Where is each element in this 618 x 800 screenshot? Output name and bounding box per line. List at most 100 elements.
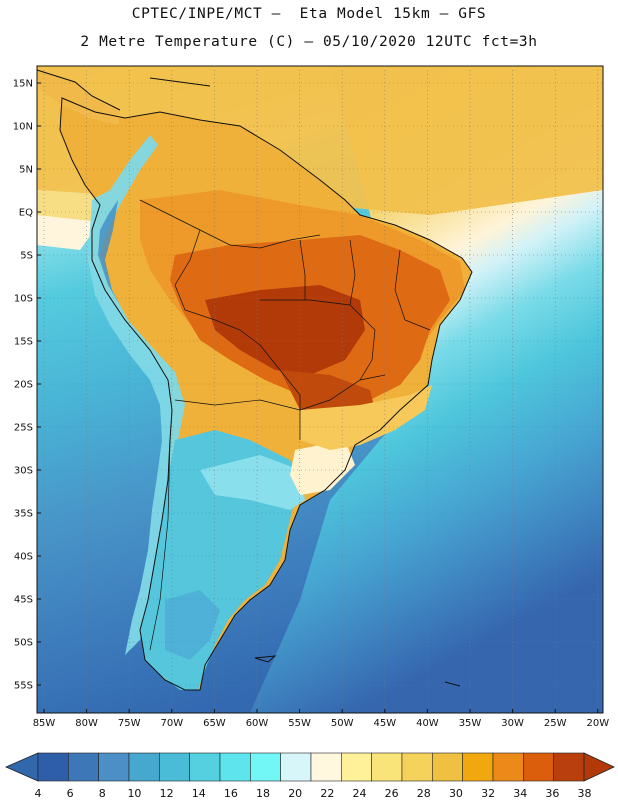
pampas-field: [200, 455, 305, 510]
lon-label: 60W: [246, 718, 269, 729]
lat-label: 35S: [14, 509, 33, 520]
falklands: [254, 655, 277, 663]
border-brazil-states-2: [299, 239, 306, 300]
lat-label: 5N: [19, 165, 33, 176]
colorbar-label: 24: [353, 787, 367, 800]
colorbar-box: [310, 752, 342, 782]
colorbar-label: 16: [224, 787, 238, 800]
colorbar-labels: 4 6 8 10 12 14 16 18 20 22 24 26 28 30 32 34 36 38: [35, 787, 592, 800]
lat-label: 45S: [14, 595, 33, 606]
colorbar-label: 8: [99, 787, 106, 800]
border-brazil-states-4: [394, 249, 431, 331]
lon-label: 85W: [33, 718, 56, 729]
colorbar-box: [128, 752, 160, 782]
hottest-core: [205, 285, 365, 375]
lat-label: 15N: [13, 79, 33, 90]
latitude-labels: 15N 10N 5N EQ 5S 10S 15S 20S 25S 30S 35S 40S 45S 50S 5…: [13, 79, 41, 692]
colorbar-label: 10: [127, 787, 141, 800]
colorbar-box: [68, 752, 99, 782]
lon-label: 50W: [331, 718, 354, 729]
caribbean-island: [150, 78, 210, 92]
chart-title-line-2: 2 Metre Temperature (C) – 05/10/2020 12U…: [80, 34, 538, 50]
lon-label: 45W: [373, 718, 396, 729]
colorbar-box: [159, 752, 190, 782]
colorbar-label: 36: [545, 787, 559, 800]
lon-label: 70W: [160, 718, 183, 729]
colorbar-label: 34: [513, 787, 527, 800]
central-america-coast: [36, 69, 121, 111]
colorbar-label: 14: [192, 787, 206, 800]
colorbar-box: [462, 752, 494, 782]
coastlines: [36, 69, 473, 691]
colorbar-label: 32: [481, 787, 495, 800]
lon-label: 65W: [203, 718, 226, 729]
lat-label: 30S: [14, 466, 33, 477]
colorbar-box: [492, 752, 524, 782]
border-north: [139, 199, 321, 249]
colorbar-label: 20: [288, 787, 302, 800]
lon-label: 30W: [501, 718, 524, 729]
south-georgia: [444, 681, 461, 687]
colorbar-label: 18: [256, 787, 270, 800]
colorbar-box: [219, 752, 251, 782]
uruguay-field: [290, 440, 355, 495]
border-brazil-paraguay: [259, 344, 301, 440]
lat-label: 20S: [14, 380, 33, 391]
colorbar-box: [189, 752, 221, 782]
colorbar-label: 6: [67, 787, 74, 800]
lat-label: 40S: [14, 552, 33, 563]
border-chile-argentina: [149, 439, 171, 651]
andes-coldest: [98, 200, 120, 305]
lat-label: 55S: [14, 681, 33, 692]
longitude-labels: 85W 80W 75W 70W 65W 60W 55W 50W 45W 40W 35W 30W 25W 2…: [33, 709, 609, 729]
lon-label: 20W: [586, 718, 609, 729]
colorbar-box: [98, 752, 130, 782]
central-america-land: [37, 70, 120, 125]
colorbar-min-arrow: [5, 752, 39, 782]
colorbar-box: [250, 752, 281, 782]
pacific-pale-band: [37, 215, 100, 250]
lat-label: 50S: [14, 638, 33, 649]
lon-label: 75W: [118, 718, 141, 729]
colorbar-max-arrow: [583, 752, 615, 782]
south-patagonia-field: [165, 590, 220, 660]
colorbar-label: 12: [160, 787, 174, 800]
colorbar-label: 30: [449, 787, 463, 800]
lat-label: 25S: [14, 423, 33, 434]
lon-label: 40W: [416, 718, 439, 729]
border-brazil-states-1: [260, 299, 376, 381]
colorbar-box: [432, 752, 463, 782]
colorbar-box: [341, 752, 372, 782]
lon-label: 25W: [544, 718, 567, 729]
south-america-coast: [59, 97, 473, 691]
lat-label: 5S: [20, 251, 33, 262]
colorbar-label: 28: [417, 787, 431, 800]
lat-label: EQ: [19, 208, 33, 219]
country-borders: [139, 199, 431, 651]
lon-label: 35W: [459, 718, 482, 729]
plot-frame: [36, 65, 604, 714]
lon-label: 80W: [75, 718, 98, 729]
southeast-warm-area: [300, 385, 432, 450]
colorbar-label: 26: [385, 787, 399, 800]
border-peru-bolivia: [174, 229, 261, 346]
colorbar-box: [553, 752, 585, 782]
border-chile-argentina-north: [174, 399, 301, 411]
border-brazil-states-3: [349, 239, 356, 306]
colorbar-boxes: [37, 752, 585, 782]
lat-label: 15S: [14, 337, 33, 348]
lon-label: 55W: [288, 718, 311, 729]
colorbar-box: [37, 752, 69, 782]
map-field: [37, 66, 603, 713]
colorbar-label: 22: [320, 787, 334, 800]
colorbar-box: [371, 752, 403, 782]
chart-title-line-1: CPTEC/INPE/MCT – Eta Model 15km – GFS: [131, 6, 487, 22]
border-brazil-states-5: [299, 374, 386, 411]
lat-label: 10N: [13, 122, 33, 133]
caribbean-coast: [149, 77, 211, 87]
colorbar-label: 38: [578, 787, 592, 800]
colorbar-box: [280, 752, 312, 782]
lat-label: 10S: [14, 294, 33, 305]
